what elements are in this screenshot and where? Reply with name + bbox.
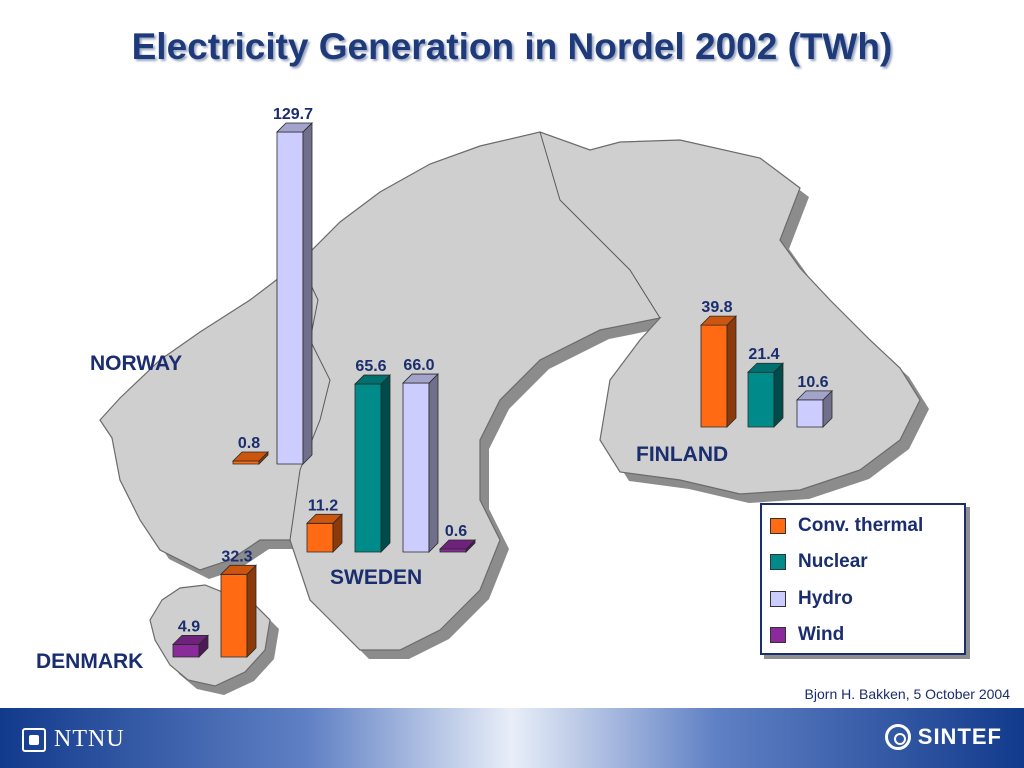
chart-title: Electricity Generation in Nordel 2002 (T… bbox=[131, 26, 893, 67]
bar-value-label-norway-conv-thermal: 0.8 bbox=[238, 435, 260, 452]
bar-side-finland-conv-thermal bbox=[726, 315, 737, 428]
chart-canvas: 129.7 0.8 11.2 65.6 66.0 0.6 39.8 21.4 10.6 4.9 32… bbox=[99, 106, 929, 695]
bar-top-finland-conv-thermal bbox=[700, 315, 737, 326]
bar-side-sweden-nuclear bbox=[380, 374, 391, 553]
bar-finland-hydro bbox=[796, 389, 833, 428]
legend-label-hydro: Hydro bbox=[798, 588, 853, 609]
legend-label-nuclear: Nuclear bbox=[798, 551, 868, 572]
bar-sweden-nuclear bbox=[354, 374, 391, 553]
bar-front-sweden-nuclear bbox=[354, 383, 382, 553]
ntnu-logo-text: NTNU bbox=[54, 726, 125, 752]
author-credit: Bjorn H. Bakken, 5 October 2004 bbox=[804, 686, 1010, 702]
sintef-logo-icon bbox=[884, 724, 911, 750]
bar-side-sweden-hydro bbox=[428, 373, 439, 553]
sintef-logo: SINTEF bbox=[884, 724, 1002, 750]
bar-labels-layer: 129.7 0.8 11.2 65.6 66.0 0.6 39.8 21.4 10.6 4.9 32… bbox=[178, 106, 829, 635]
bar-front-norway-hydro bbox=[276, 131, 304, 465]
bar-sweden-conv-thermal bbox=[306, 513, 343, 553]
bar-sweden-wind bbox=[439, 539, 476, 553]
ntnu-logo-icon bbox=[22, 727, 46, 752]
sintef-logo-text: SINTEF bbox=[917, 724, 1002, 749]
country-label-norway: NORWAY bbox=[90, 352, 183, 375]
legend: Conv. thermal Nuclear Hydro Wind bbox=[760, 503, 966, 655]
legend-item-nuclear: Nuclear bbox=[770, 551, 868, 573]
bar-value-label-sweden-hydro: 66.0 bbox=[403, 357, 434, 374]
bar-front-denmark-wind bbox=[172, 644, 200, 658]
bar-front-finland-hydro bbox=[796, 399, 824, 428]
bar-side-denmark-conv-thermal bbox=[246, 564, 257, 658]
bar-value-label-finland-nuclear: 21.4 bbox=[748, 346, 779, 363]
ntnu-logo: NTNU bbox=[22, 726, 125, 753]
country-label-denmark: DENMARK bbox=[36, 650, 144, 673]
bar-sweden-hydro bbox=[402, 373, 439, 553]
legend-item-conv-thermal: Conv. thermal bbox=[770, 515, 923, 537]
bar-front-finland-nuclear bbox=[747, 371, 775, 428]
bar-value-label-norway-hydro: 129.7 bbox=[273, 106, 313, 123]
bar-side-finland-nuclear bbox=[773, 362, 784, 428]
bar-value-label-finland-hydro: 10.6 bbox=[797, 374, 828, 391]
bar-top-norway-hydro bbox=[276, 122, 313, 133]
bar-front-sweden-wind bbox=[439, 548, 467, 553]
legend-label-wind: Wind bbox=[798, 624, 845, 645]
bar-value-label-denmark-conv-thermal: 32.3 bbox=[221, 548, 252, 565]
bar-front-norway-conv-thermal bbox=[232, 460, 260, 465]
sweden-finland-border bbox=[539, 131, 661, 319]
bar-top-sweden-conv-thermal bbox=[306, 513, 343, 524]
bar-norway-hydro bbox=[276, 122, 313, 465]
footer-bar: NTNU SINTEF bbox=[0, 708, 1024, 768]
bar-top-finland-nuclear bbox=[747, 362, 784, 373]
legend-swatch-wind bbox=[770, 627, 786, 643]
bar-value-label-sweden-conv-thermal: 11.2 bbox=[308, 497, 338, 514]
bar-value-label-finland-conv-thermal: 39.8 bbox=[701, 299, 732, 316]
bar-top-norway-conv-thermal bbox=[232, 451, 269, 462]
bar-top-denmark-conv-thermal bbox=[220, 564, 257, 575]
legend-item-wind: Wind bbox=[770, 624, 844, 646]
legend-swatch-nuclear bbox=[770, 554, 786, 570]
legend-label-conv-thermal: Conv. thermal bbox=[798, 515, 924, 536]
bar-denmark-conv-thermal bbox=[220, 564, 257, 658]
map-borders bbox=[289, 131, 661, 541]
bar-top-sweden-nuclear bbox=[354, 374, 391, 385]
country-label-finland: FINLAND bbox=[636, 443, 729, 466]
bar-value-label-sweden-wind: 0.6 bbox=[445, 523, 467, 540]
bar-finland-conv-thermal bbox=[700, 315, 737, 428]
bar-front-denmark-conv-thermal bbox=[220, 573, 248, 658]
bar-value-label-denmark-wind: 4.9 bbox=[178, 618, 200, 635]
bars-layer bbox=[172, 122, 833, 658]
bar-finland-nuclear bbox=[747, 362, 784, 428]
bar-front-sweden-hydro bbox=[402, 382, 430, 553]
bar-norway-conv-thermal bbox=[232, 451, 269, 465]
bar-top-denmark-wind bbox=[172, 635, 209, 645]
legend-item-hydro: Hydro bbox=[770, 588, 853, 610]
bar-side-norway-hydro bbox=[302, 122, 313, 465]
bar-top-sweden-hydro bbox=[402, 373, 439, 384]
legend-swatch-hydro bbox=[770, 591, 786, 607]
bar-top-sweden-wind bbox=[439, 539, 476, 550]
legend-swatch-conv-thermal bbox=[770, 518, 786, 534]
country-label-sweden: SWEDEN bbox=[330, 566, 423, 589]
bar-value-label-sweden-nuclear: 65.6 bbox=[355, 358, 386, 375]
bar-denmark-wind bbox=[172, 634, 209, 658]
bar-front-sweden-conv-thermal bbox=[306, 522, 334, 553]
norway-sweden-border bbox=[289, 261, 331, 541]
bar-top-finland-hydro bbox=[796, 390, 833, 401]
bar-front-finland-conv-thermal bbox=[700, 324, 728, 428]
